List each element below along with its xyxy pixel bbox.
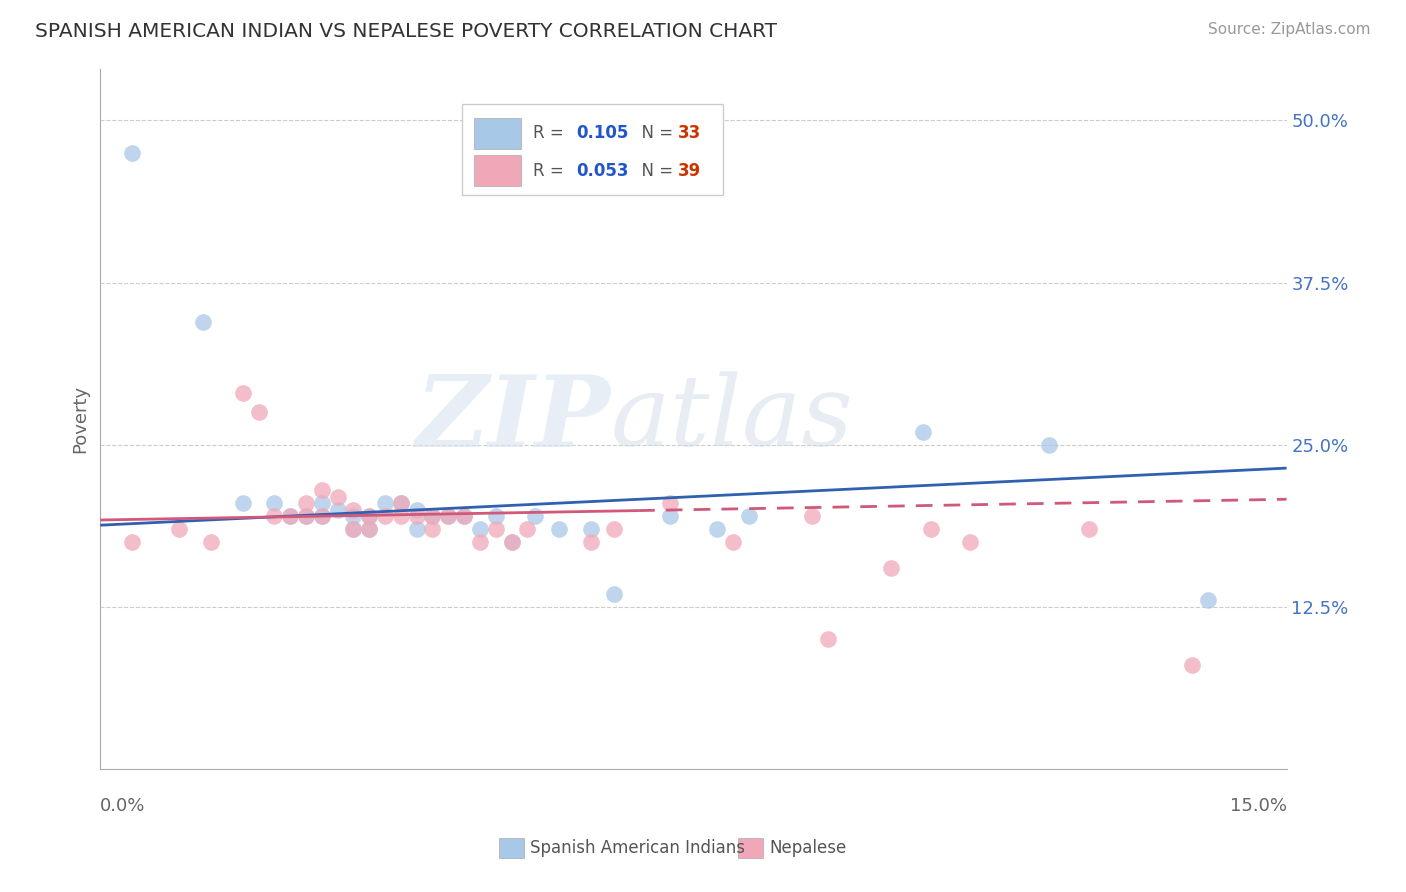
FancyBboxPatch shape — [474, 118, 522, 149]
FancyBboxPatch shape — [463, 103, 723, 194]
Text: 39: 39 — [678, 161, 702, 180]
Text: R =: R = — [533, 161, 569, 180]
Text: 0.053: 0.053 — [576, 161, 628, 180]
Text: R =: R = — [533, 124, 569, 142]
Text: 15.0%: 15.0% — [1230, 797, 1286, 815]
Text: Nepalese: Nepalese — [769, 839, 846, 857]
Text: SPANISH AMERICAN INDIAN VS NEPALESE POVERTY CORRELATION CHART: SPANISH AMERICAN INDIAN VS NEPALESE POVE… — [35, 22, 778, 41]
Text: 33: 33 — [678, 124, 702, 142]
FancyBboxPatch shape — [474, 154, 522, 186]
Text: N =: N = — [631, 124, 678, 142]
Text: Spanish American Indians: Spanish American Indians — [530, 839, 745, 857]
Y-axis label: Poverty: Poverty — [72, 384, 89, 453]
Text: 0.105: 0.105 — [576, 124, 628, 142]
Text: N =: N = — [631, 161, 678, 180]
Text: atlas: atlas — [610, 371, 853, 467]
Text: Source: ZipAtlas.com: Source: ZipAtlas.com — [1208, 22, 1371, 37]
Text: ZIP: ZIP — [415, 370, 610, 467]
Text: 0.0%: 0.0% — [100, 797, 146, 815]
